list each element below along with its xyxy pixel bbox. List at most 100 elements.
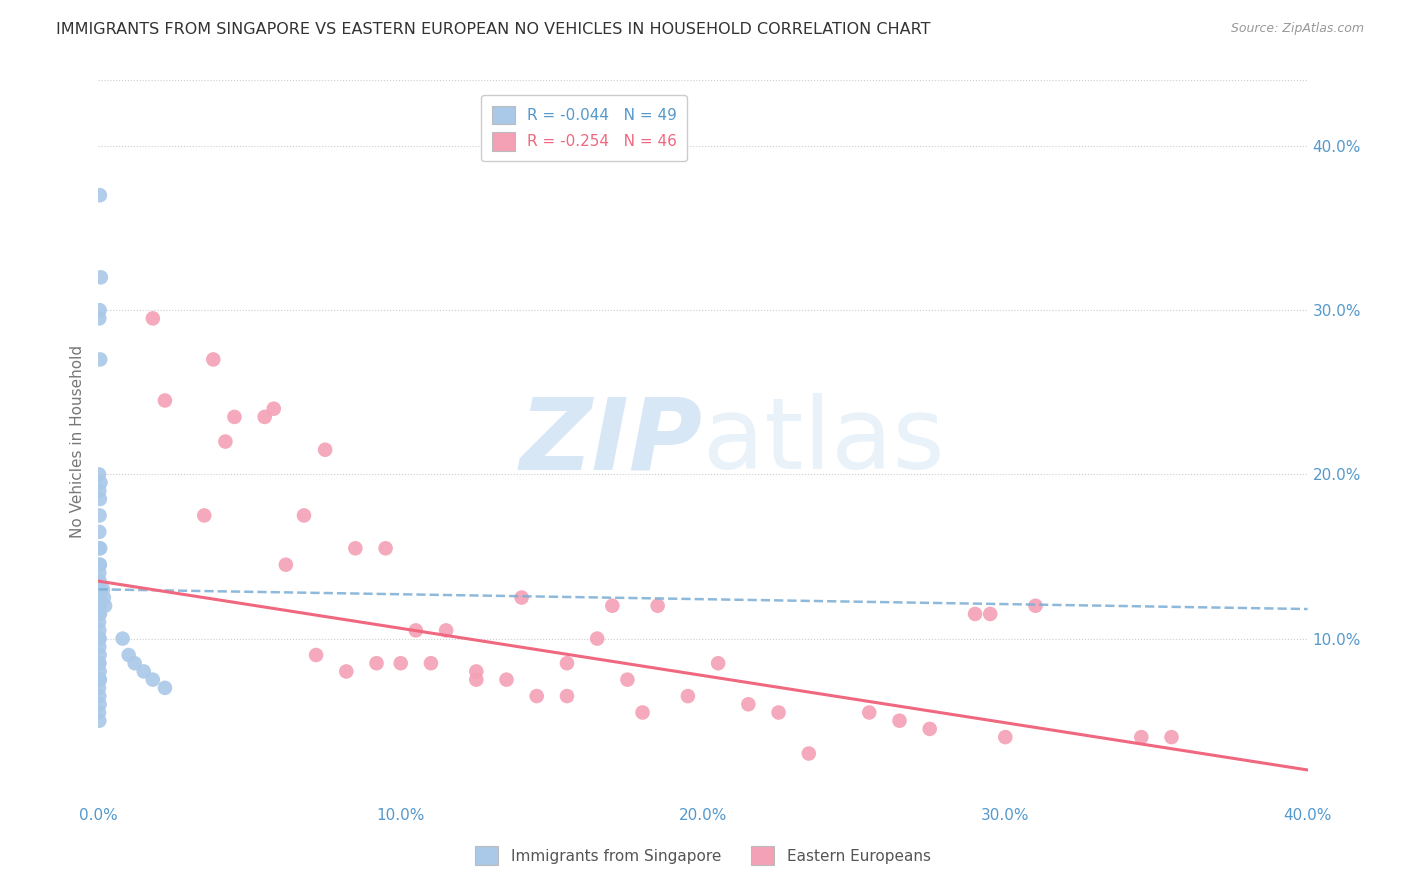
Point [274,558,297,572]
Point [631,706,654,720]
Y-axis label: No Vehicles in Household: No Vehicles in Household [69,345,84,538]
Point [420,657,443,671]
Point [90,270,112,285]
Point [89,574,111,588]
Point [89,352,111,367]
Point [1130,730,1153,744]
Point [224,409,246,424]
Point [335,665,357,679]
Point [305,648,328,662]
Point [93,591,115,605]
Point [153,681,176,695]
Point [89,714,111,728]
Point [89,640,111,654]
Point [193,508,215,523]
Point [87,681,110,695]
Point [495,673,517,687]
Point [389,657,412,671]
Point [965,607,987,621]
Point [89,607,111,621]
Point [314,442,336,457]
Text: ZIP: ZIP [520,393,703,490]
Point [87,599,110,613]
Text: Source: ZipAtlas.com: Source: ZipAtlas.com [1230,22,1364,36]
Point [89,673,111,687]
Point [602,599,624,613]
Point [344,541,367,556]
Point [797,747,820,761]
Point [89,582,111,597]
Point [90,475,112,490]
Point [87,467,110,482]
Point [89,657,111,671]
Point [89,566,111,580]
Point [89,508,111,523]
Point [434,624,457,638]
Point [292,508,315,523]
Text: IMMIGRANTS FROM SINGAPORE VS EASTERN EUROPEAN NO VEHICLES IN HOUSEHOLD CORRELATI: IMMIGRANTS FROM SINGAPORE VS EASTERN EUR… [56,22,931,37]
Point [89,524,111,539]
Point [111,632,134,646]
Point [89,188,111,202]
Legend: Immigrants from Singapore, Eastern Europeans: Immigrants from Singapore, Eastern Europ… [470,840,936,871]
Text: atlas: atlas [703,393,945,490]
Point [737,698,759,712]
Point [707,657,730,671]
Point [87,632,110,646]
Point [889,714,911,728]
Legend: R = -0.044   N = 49, R = -0.254   N = 46: R = -0.044 N = 49, R = -0.254 N = 46 [481,95,688,161]
Point [555,689,578,703]
Point [768,706,790,720]
Point [89,558,111,572]
Point [89,558,111,572]
Point [465,673,488,687]
Point [124,657,146,671]
Point [118,648,141,662]
Point [918,722,941,736]
Point [89,648,111,662]
Point [89,673,111,687]
Point [89,607,111,621]
Point [366,657,388,671]
Point [142,673,165,687]
Point [994,730,1017,744]
Point [202,352,225,367]
Point [555,657,578,671]
Point [979,607,1001,621]
Point [858,706,880,720]
Point [1024,599,1046,613]
Point [87,582,110,597]
Point [647,599,669,613]
Point [89,541,111,556]
Point [263,401,285,416]
Point [253,409,276,424]
Point [94,599,117,613]
Point [1160,730,1182,744]
Point [89,599,111,613]
Point [89,665,111,679]
Point [91,582,114,597]
Point [142,311,165,326]
Point [89,689,111,703]
Point [89,632,111,646]
Point [89,303,111,318]
Point [89,698,111,712]
Point [153,393,176,408]
Point [616,673,638,687]
Point [89,311,111,326]
Point [132,665,155,679]
Point [87,706,110,720]
Point [214,434,236,449]
Point [510,591,533,605]
Point [89,591,111,605]
Point [405,624,427,638]
Point [89,483,111,498]
Point [87,541,110,556]
Point [526,689,548,703]
Point [87,657,110,671]
Point [89,624,111,638]
Point [465,665,488,679]
Point [87,615,110,630]
Point [586,632,609,646]
Point [89,491,111,506]
